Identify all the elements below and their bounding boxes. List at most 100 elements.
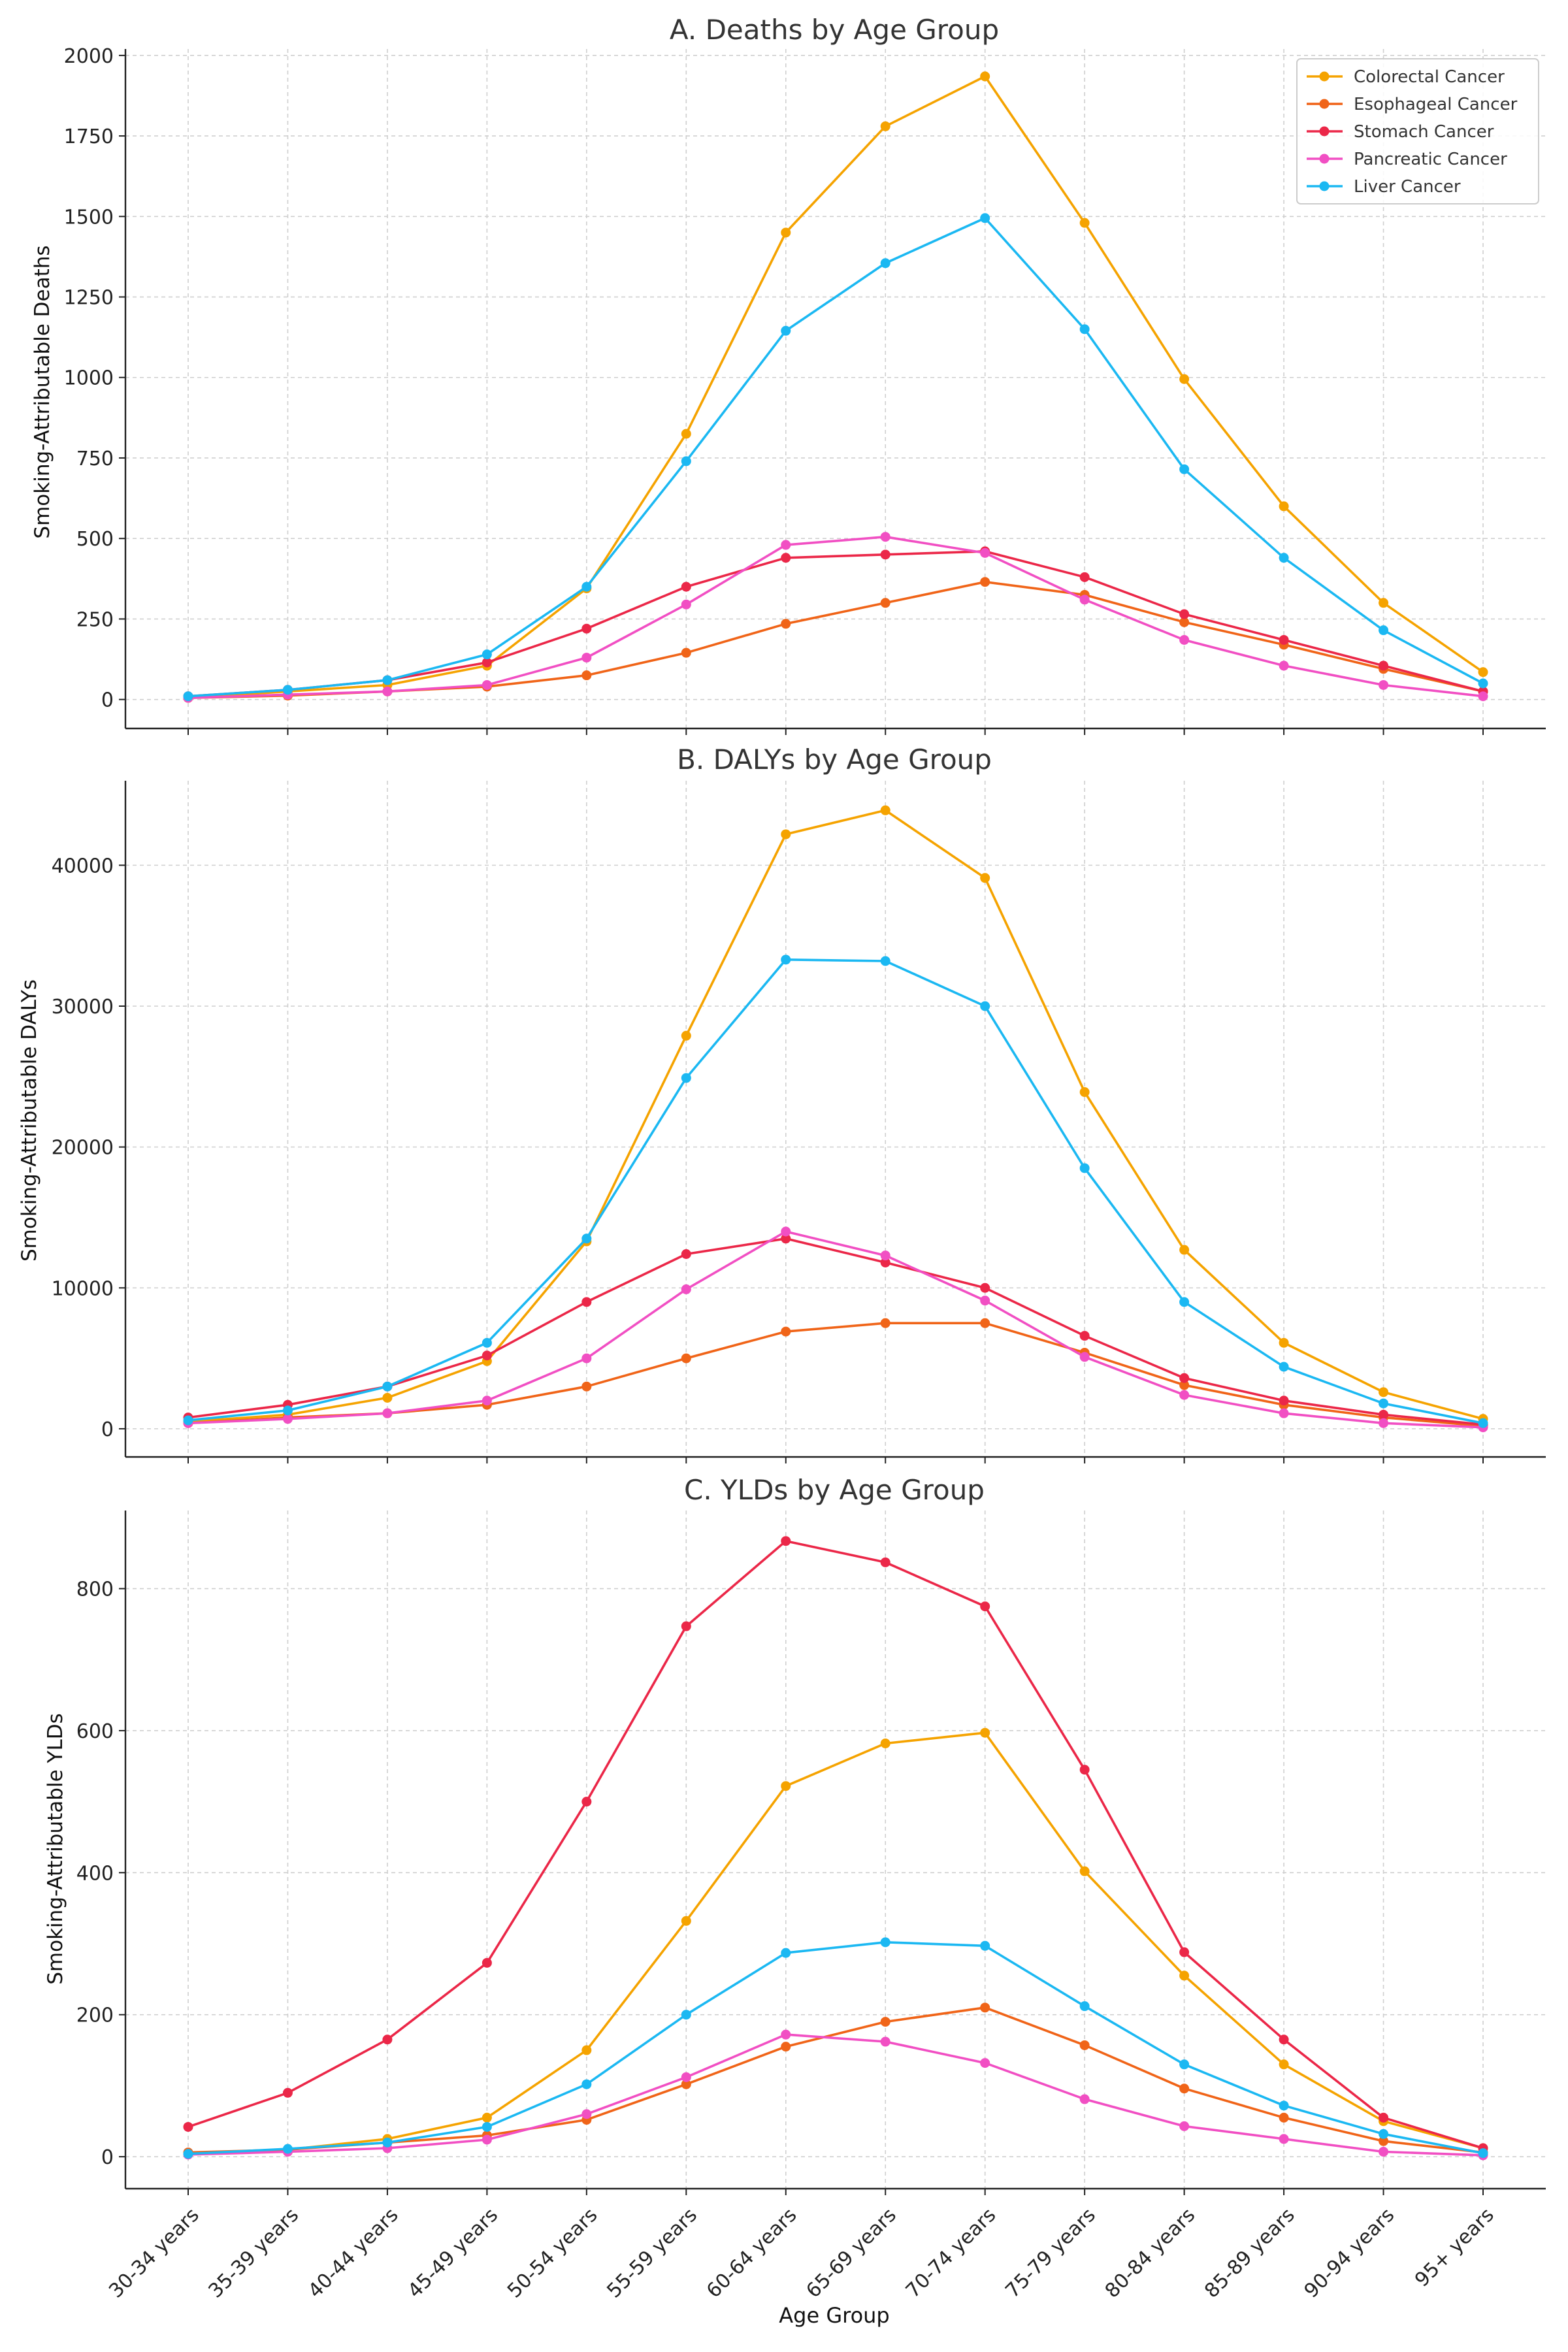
legend-box xyxy=(1296,58,1539,204)
data-point xyxy=(781,2042,791,2052)
data-point xyxy=(482,2121,492,2132)
series-group-dalys xyxy=(183,805,1488,1433)
data-point xyxy=(1478,2148,1488,2159)
data-point xyxy=(1179,1373,1190,1383)
data-point xyxy=(1179,2083,1190,2094)
series-group-ylds xyxy=(183,1536,1488,2161)
data-point xyxy=(1279,1337,1289,1348)
data-point xyxy=(382,2137,393,2148)
data-point xyxy=(681,429,691,439)
axes-deaths: 0 250 500 750 1000 1250 1500 1750 2000 xyxy=(64,45,1546,735)
y-axis-label-deaths: Smoking-Attributable Deaths xyxy=(31,245,54,538)
data-point xyxy=(581,2045,592,2055)
data-point xyxy=(980,213,990,223)
data-point xyxy=(1279,501,1289,512)
data-point xyxy=(282,2087,293,2098)
data-point xyxy=(1478,1418,1488,1428)
y-tick-label: 0 xyxy=(101,2146,114,2169)
data-point xyxy=(781,325,791,336)
data-point xyxy=(1079,324,1090,335)
y-tick-label: 800 xyxy=(76,1578,114,1601)
data-point xyxy=(980,71,990,82)
data-point xyxy=(482,1350,492,1361)
data-point xyxy=(382,1392,393,1403)
data-point xyxy=(781,955,791,965)
data-point xyxy=(1179,2121,1190,2131)
data-point xyxy=(681,2079,691,2089)
y-tick-label: 10000 xyxy=(52,1277,114,1300)
y-tick-label: 1250 xyxy=(64,287,114,310)
data-point xyxy=(1379,625,1389,636)
legend-item-liver-cancer: Liver Cancer xyxy=(1307,177,1461,197)
data-point xyxy=(183,691,193,702)
data-point xyxy=(581,1381,592,1392)
panel-ylds: 0 200 400 600 800 C. YLDs by Age Group Smoki… xyxy=(44,1474,1546,2195)
data-point xyxy=(880,598,890,608)
data-point xyxy=(880,2017,890,2027)
data-point xyxy=(482,1396,492,1406)
data-point xyxy=(1379,661,1389,671)
data-point xyxy=(1179,464,1190,474)
y-axis-label-ylds: Smoking-Attributable YLDs xyxy=(44,1713,67,1985)
axes-ylds: 0 200 400 600 800 xyxy=(76,1511,1546,2195)
panel-title-ylds: C. YLDs by Age Group xyxy=(684,1474,985,1506)
y-tick-label: 20000 xyxy=(52,1137,114,1160)
data-point xyxy=(1079,572,1090,582)
data-point xyxy=(880,1257,890,1267)
series-stomach-cancer xyxy=(183,1536,1488,2153)
data-point xyxy=(581,1353,592,1364)
data-point xyxy=(681,1621,691,1631)
data-point xyxy=(1179,1390,1190,1400)
series-pancreatic-cancer xyxy=(183,2029,1488,2161)
data-point xyxy=(282,1405,293,1416)
data-point xyxy=(183,1415,193,1426)
panel-title-dalys: B. DALYs by Age Group xyxy=(677,743,992,776)
data-point xyxy=(781,1536,791,1546)
data-point xyxy=(1279,1362,1289,1372)
data-point xyxy=(980,2058,990,2068)
legend-label: Pancreatic Cancer xyxy=(1354,150,1507,169)
data-point xyxy=(980,873,990,883)
y-tick-label: 0 xyxy=(101,689,114,712)
grid-deaths xyxy=(125,49,1546,728)
data-point xyxy=(282,2144,293,2154)
panel-dalys: 0 10000 20000 30000 40000 B. DALYs by Age Gr… xyxy=(18,743,1546,1463)
legend-label: Colorectal Cancer xyxy=(1354,67,1505,87)
data-point xyxy=(880,1557,890,1567)
y-tick-label: 250 xyxy=(76,608,114,631)
legend-item-colorectal-cancer: Colorectal Cancer xyxy=(1307,67,1505,87)
data-point xyxy=(781,553,791,563)
y-tick-label: 1750 xyxy=(64,125,114,148)
data-point xyxy=(980,577,990,587)
data-point xyxy=(1379,679,1389,690)
data-point xyxy=(382,2034,393,2045)
legend-label: Stomach Cancer xyxy=(1354,122,1494,142)
series-group-deaths xyxy=(183,71,1488,703)
data-point xyxy=(581,581,592,592)
data-point xyxy=(1379,1409,1389,1420)
legend-marker xyxy=(1319,99,1330,109)
data-point xyxy=(781,1226,791,1237)
data-point xyxy=(1279,1408,1289,1418)
data-point xyxy=(183,2149,193,2159)
data-point xyxy=(1179,617,1190,627)
data-point xyxy=(1279,2100,1289,2111)
data-point xyxy=(1478,667,1488,678)
data-point xyxy=(880,549,890,560)
data-point xyxy=(482,657,492,668)
data-point xyxy=(781,619,791,629)
data-point xyxy=(1279,1396,1289,1406)
series-line-liver-cancer xyxy=(188,1941,1484,2155)
data-point xyxy=(781,1948,791,1958)
data-point xyxy=(1079,595,1090,605)
legend-item-esophageal-cancer: Esophageal Cancer xyxy=(1307,95,1518,114)
data-point xyxy=(1179,1970,1190,1981)
series-liver-cancer xyxy=(183,1937,1488,2159)
data-point xyxy=(482,1957,492,1968)
data-point xyxy=(1379,598,1389,608)
data-point xyxy=(1379,1387,1389,1397)
data-point xyxy=(781,829,791,840)
data-point xyxy=(1179,2059,1190,2070)
data-point xyxy=(681,456,691,466)
data-point xyxy=(482,2112,492,2123)
